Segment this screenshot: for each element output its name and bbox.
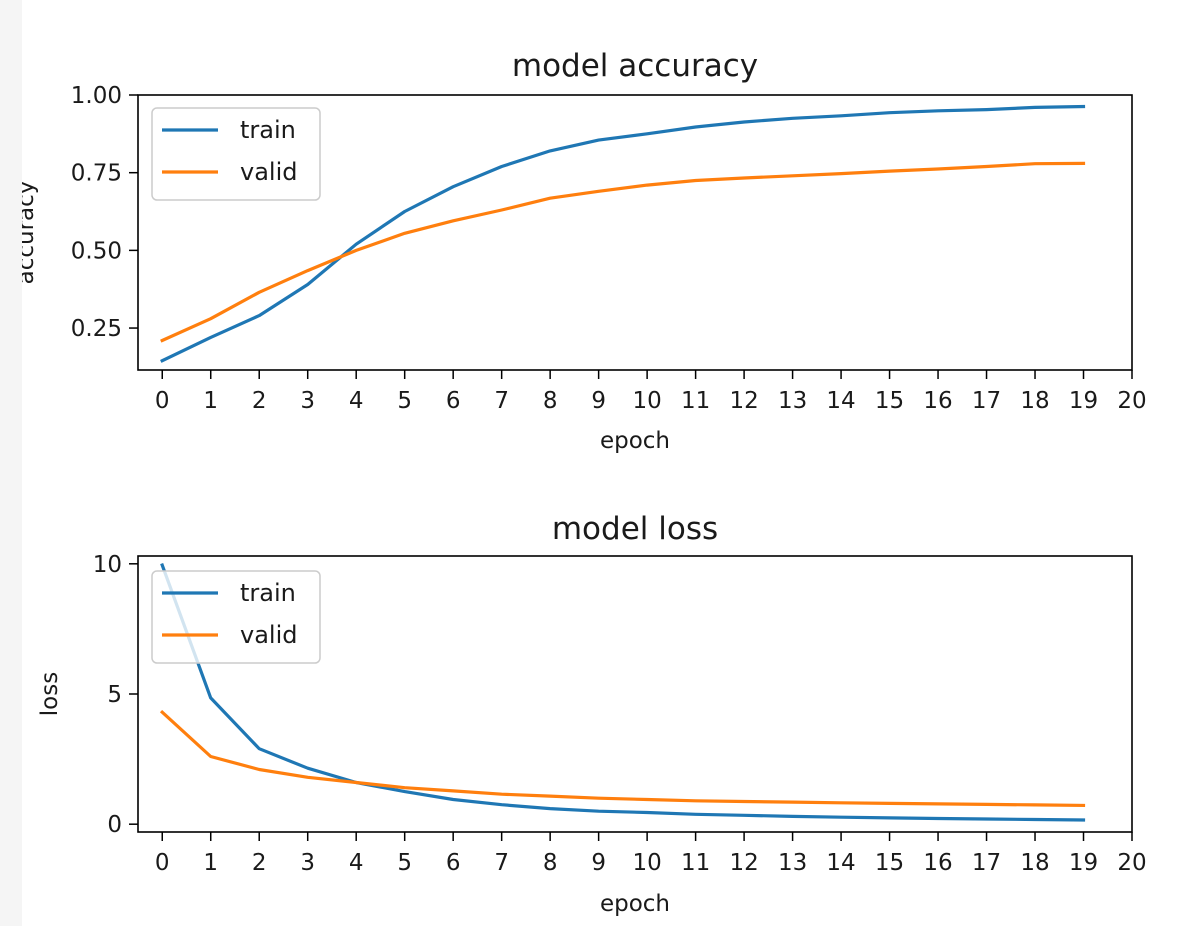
loss-legend-label-valid: valid: [240, 621, 297, 649]
acc-x-tick-label: 11: [681, 388, 710, 414]
loss-x-tick-label: 17: [972, 850, 1001, 876]
loss-y-tick-label: 5: [107, 682, 122, 708]
acc-x-tick-label: 17: [972, 388, 1001, 414]
acc-legend-label-valid: valid: [240, 158, 297, 186]
loss-x-tick-label: 4: [349, 850, 364, 876]
acc-x-tick-label: 15: [875, 388, 904, 414]
loss-x-tick-label: 9: [591, 850, 606, 876]
loss-x-tick-label: 13: [778, 850, 807, 876]
acc-x-tick-label: 0: [155, 388, 170, 414]
acc-legend-label-train: train: [240, 116, 296, 144]
loss-x-tick-label: 12: [729, 850, 758, 876]
acc-x-tick-label: 16: [923, 388, 952, 414]
left-margin-strip: [0, 0, 22, 926]
acc-x-axis-label: epoch: [600, 428, 670, 454]
loss-x-tick-label: 7: [494, 850, 509, 876]
acc-chart-title: model accuracy: [512, 48, 758, 84]
acc-x-tick-label: 10: [632, 388, 661, 414]
loss-x-tick-label: 11: [681, 850, 710, 876]
acc-x-tick-label: 19: [1069, 388, 1098, 414]
acc-x-tick-label: 5: [397, 388, 412, 414]
loss-x-tick-label: 15: [875, 850, 904, 876]
acc-x-tick-label: 20: [1117, 388, 1146, 414]
acc-plot-frame: [137, 94, 1133, 371]
acc-x-tick-label: 7: [494, 388, 509, 414]
loss-series-train-line: [160, 563, 1086, 822]
loss-x-tick-label: 18: [1020, 850, 1049, 876]
acc-x-tick-label: 8: [543, 388, 558, 414]
loss-y-tick-label: 10: [93, 552, 122, 578]
loss-series-valid-line: [159, 709, 1086, 808]
acc-legend: train valid: [151, 107, 321, 201]
loss-x-axis-label: epoch: [600, 891, 670, 917]
acc-x-tick-label: 12: [729, 388, 758, 414]
loss-chart-title: model loss: [552, 511, 718, 547]
acc-y-tick-label: 0.75: [71, 161, 122, 187]
acc-x-tick-label: 3: [300, 388, 315, 414]
loss-x-tick-label: 6: [446, 850, 461, 876]
loss-x-tick-label: 16: [923, 850, 952, 876]
acc-x-tick-label: 1: [203, 388, 218, 414]
acc-x-tick-label: 4: [349, 388, 364, 414]
loss-x-tick-label: 8: [543, 850, 558, 876]
acc-series-train-line: [160, 104, 1086, 363]
loss-x-tick-label: 3: [300, 850, 315, 876]
loss-x-tick-label: 1: [203, 850, 218, 876]
loss-x-tick-label: 5: [397, 850, 412, 876]
loss-x-tick-label: 14: [826, 850, 855, 876]
loss-x-tick-label: 2: [252, 850, 267, 876]
acc-x-tick-label: 9: [591, 388, 606, 414]
loss-legend-label-train: train: [240, 579, 296, 607]
acc-y-tick-label: 1.00: [71, 83, 122, 109]
loss-y-tick-label: 0: [107, 812, 122, 838]
acc-x-tick-label: 6: [446, 388, 461, 414]
acc-y-tick-label: 0.25: [71, 316, 122, 342]
acc-x-tick-label: 13: [778, 388, 807, 414]
loss-x-tick-label: 20: [1117, 850, 1146, 876]
loss-x-tick-label: 0: [155, 850, 170, 876]
acc-x-tick-label: 18: [1020, 388, 1049, 414]
acc-series-valid-line: [160, 161, 1086, 343]
acc-x-tick-label: 2: [252, 388, 267, 414]
loss-y-axis-label: loss: [37, 672, 63, 716]
acc-x-tick-label: 14: [826, 388, 855, 414]
loss-x-tick-label: 19: [1069, 850, 1098, 876]
acc-y-tick-label: 0.50: [71, 238, 122, 264]
loss-x-tick-label: 10: [632, 850, 661, 876]
loss-legend: train valid: [151, 570, 321, 664]
